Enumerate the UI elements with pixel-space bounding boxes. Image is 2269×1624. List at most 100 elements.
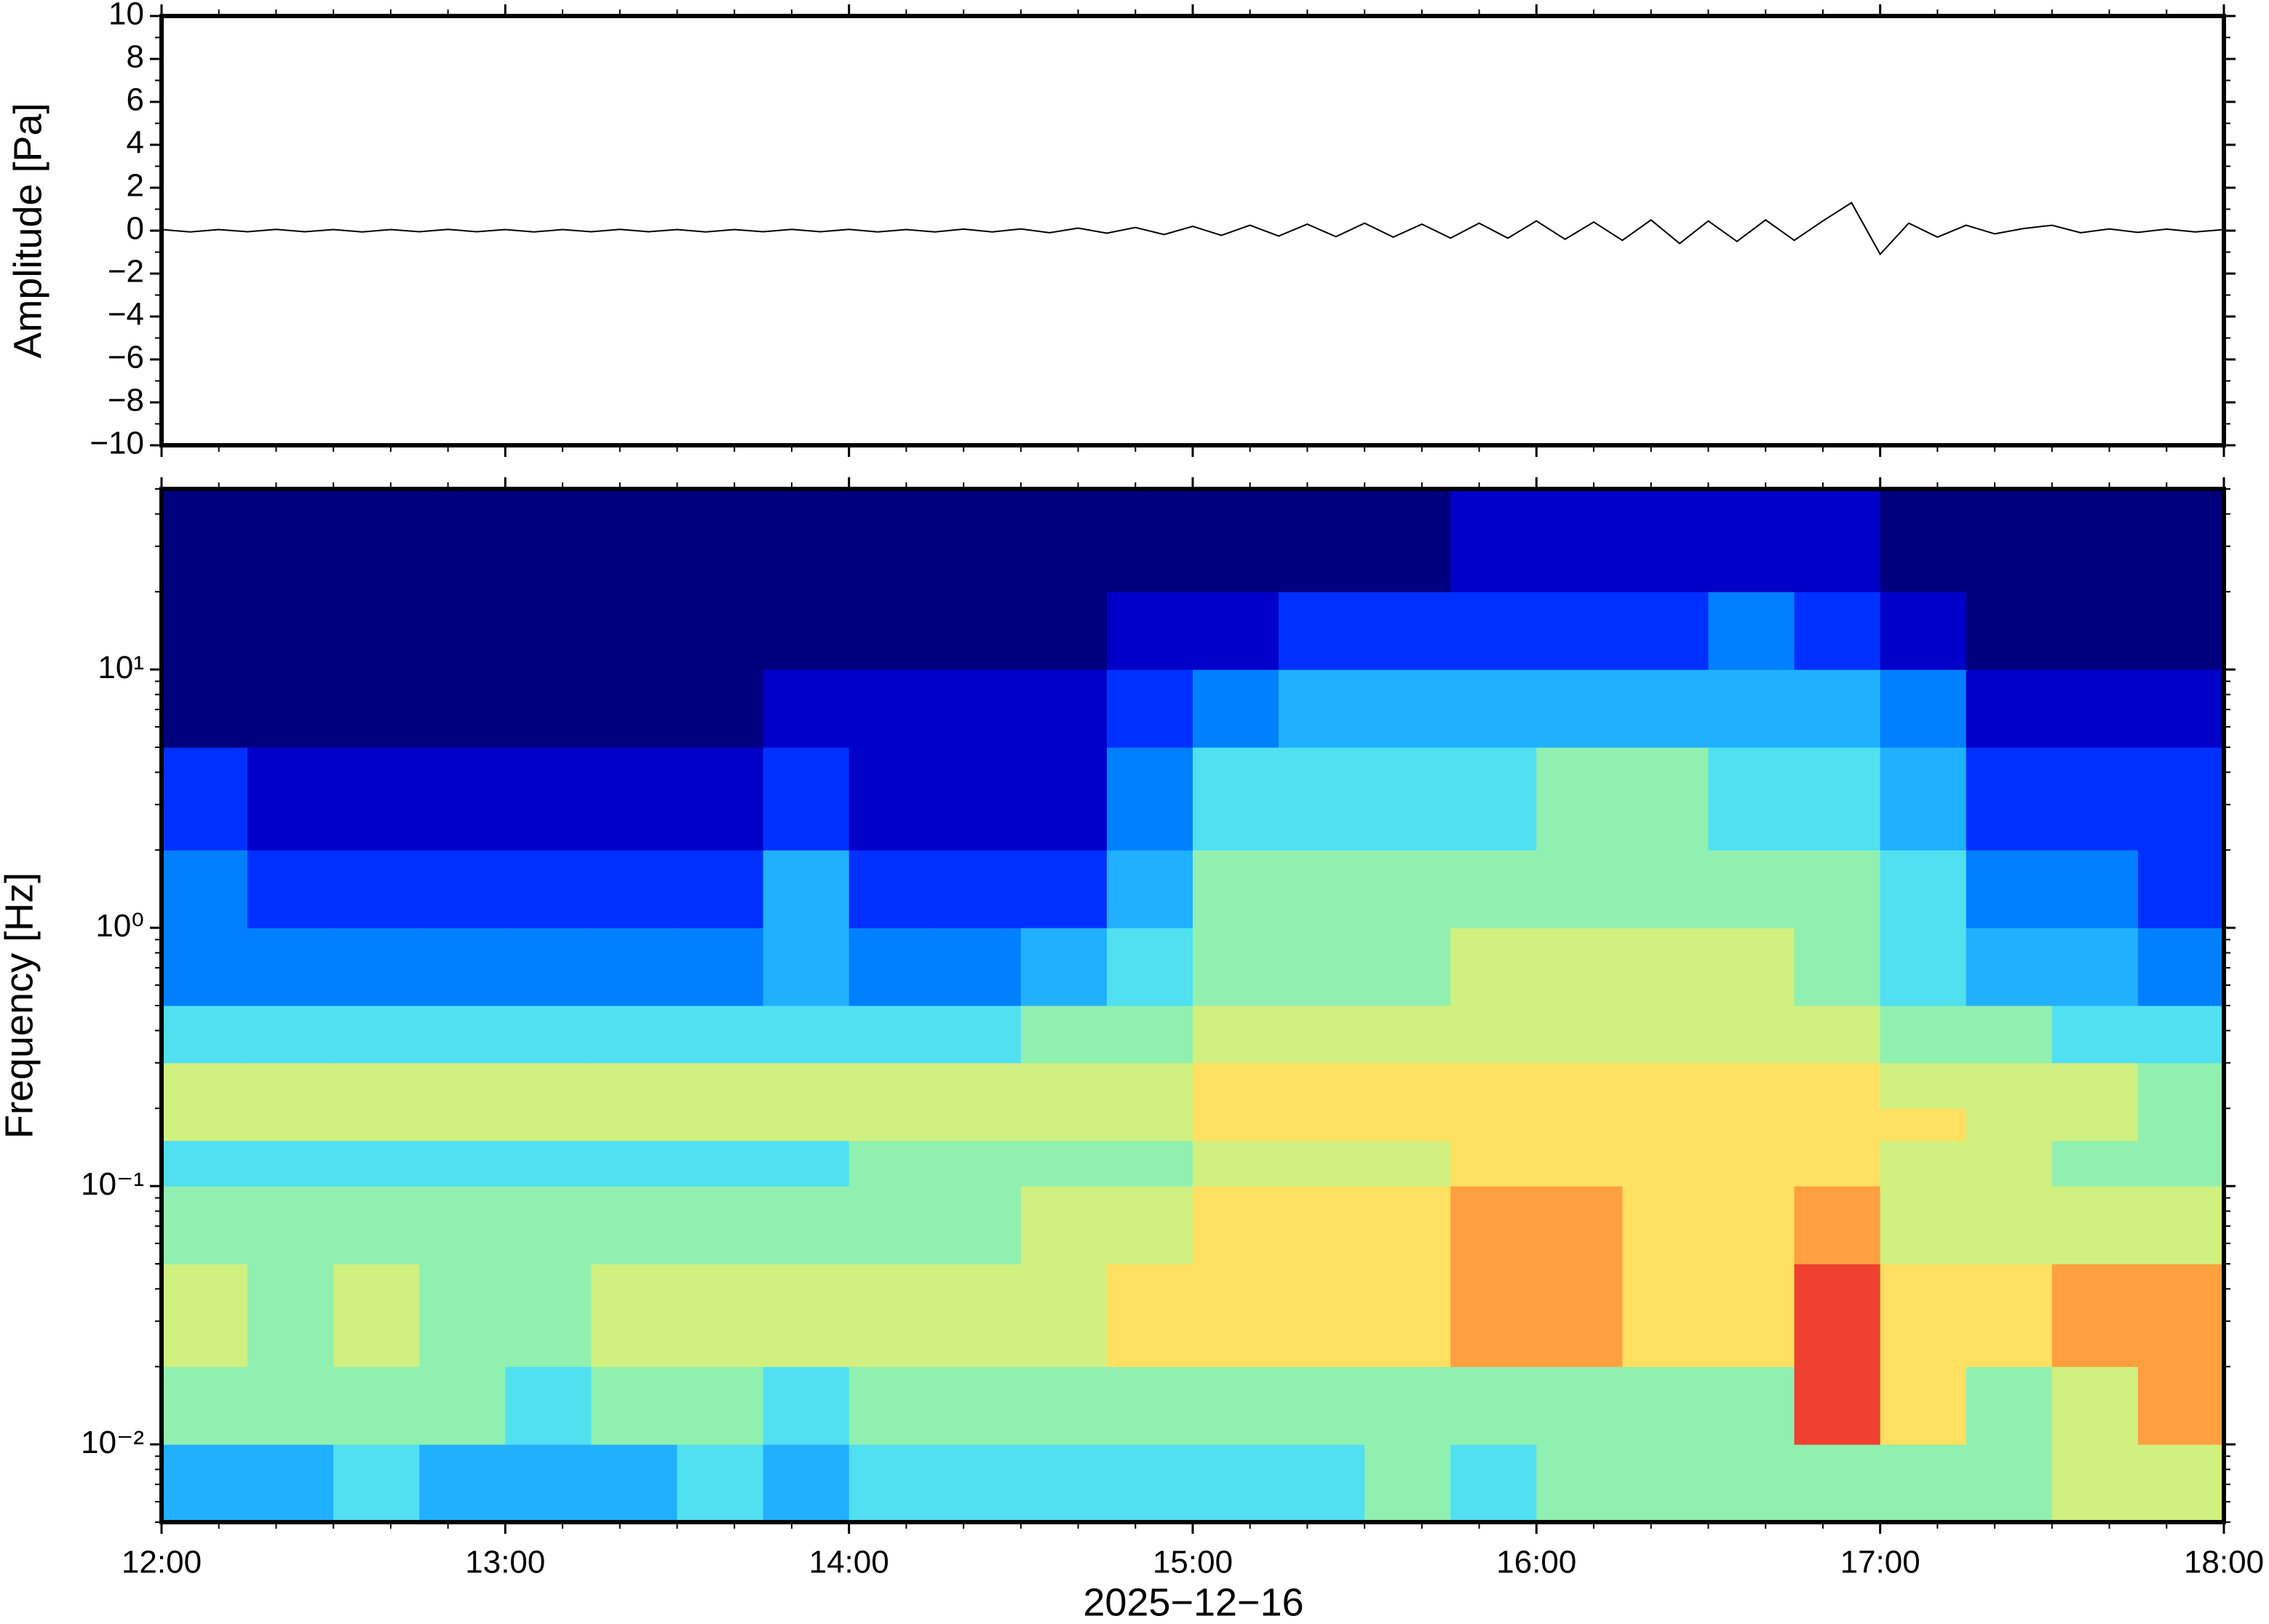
spectrogram-cell [419,592,506,670]
spectrogram-cell [1450,747,1537,851]
spectrogram-cell [1880,1444,1967,1523]
spectrogram-cell [1020,1062,1108,1109]
y-tick-label: −2 [108,254,144,290]
spectrogram-cell [1450,1140,1537,1187]
spectrogram-cell [1279,1444,1365,1523]
spectrogram-cell [763,1006,850,1064]
spectrogram-cell [1106,1264,1193,1367]
spectrogram-cell [1364,1366,1451,1445]
spectrogram-cell [763,1108,850,1142]
spectrogram-cell [1450,1108,1537,1142]
spectrogram-cell [1450,850,1537,928]
spectrogram-cell [419,928,506,1006]
spectrogram-cell [1193,1140,1279,1187]
spectrogram-cell [1708,1186,1795,1265]
spectrogram-cell [1794,1062,1881,1109]
spectrogram-cell [162,1140,248,1187]
spectrogram-cell [1279,747,1365,851]
spectrogram-cell [1193,850,1279,928]
spectrogram-cell [247,1108,334,1142]
spectrogram-cell [333,1140,420,1187]
spectrogram-cell [2137,1264,2225,1367]
spectrogram-cell [162,669,248,748]
spectrogram-cell [1279,1140,1365,1187]
spectrogram-cell [934,747,1022,851]
spectrogram-cell [934,1140,1022,1187]
spectrogram-cell [247,1006,334,1064]
spectrogram-cell [2051,1444,2139,1523]
spectrogram-cell [1279,1186,1365,1265]
spectrogram-cell [1966,489,2053,592]
spectrogram-cell [763,669,850,748]
y-tick-label: 2 [127,168,144,204]
spectrogram-cell [677,928,764,1006]
spectrogram-cell [1708,928,1795,1006]
y-tick-label: −4 [108,297,144,333]
spectrogram-cell [591,1108,677,1142]
spectrogram-cell [1708,1366,1795,1445]
spectrogram-cell [849,489,936,592]
spectrogram-cell [2051,1186,2139,1265]
spectrogram-cell [1193,1444,1279,1523]
spectrogram-cell [1880,1140,1967,1187]
spectrogram-cell [2051,489,2139,592]
spectrogram-cell [763,928,850,1006]
spectrogram-cell [1450,1062,1537,1109]
spectrogram-cell [591,1062,677,1109]
spectrogram-cell [763,747,850,851]
spectrogram-cell [849,1366,936,1445]
spectrogram-cell [591,489,677,592]
spectrogram-cell [333,928,420,1006]
spectrogram-cell [1193,1062,1279,1109]
spectrogram-cell [1622,1062,1709,1109]
spectrogram-cell [1536,928,1623,1006]
spectrogram-cell [1279,850,1365,928]
spectrogram-cell [505,1444,592,1523]
spectrogram-cell [2137,489,2225,592]
spectrogram-cell [1279,489,1365,592]
spectrogram-cell [1020,1366,1108,1445]
spectrogram-cell [1794,1006,1881,1064]
spectrogram-cell [1279,1264,1365,1367]
spectrogram-cell [591,1264,677,1367]
spectrogram-cell [1364,669,1451,748]
spectrogram-cell [934,850,1022,928]
spectrogram-cell [1966,1062,2053,1109]
spectrogram-cell [419,1186,506,1265]
y-axis-label: Amplitude [Pa] [6,103,49,358]
spectrogram-cell [1966,1444,2053,1523]
spectrogram-cell [162,1444,248,1523]
spectrogram-cell [1450,1186,1537,1265]
spectrogram-cell [849,1108,936,1142]
spectrogram-cell [1193,1366,1279,1445]
spectrogram-cell [677,1006,764,1064]
spectrogram-cell [162,1264,248,1367]
spectrogram-cell [505,1062,592,1109]
spectrogram-cell [505,1006,592,1064]
y-tick-label: 8 [127,39,144,75]
spectrogram-cell [1364,928,1451,1006]
spectrogram-cell [1708,1264,1795,1367]
spectrogram-cell [1020,669,1108,748]
spectrogram-cell [2051,850,2139,928]
spectrogram-cell [1450,1366,1537,1445]
spectrogram-cell [591,1006,677,1064]
spectrogram-cell [1106,928,1193,1006]
spectrogram-cell [419,669,506,748]
spectrogram-cell [1106,1140,1193,1187]
y-tick-label: 10¹ [98,650,144,685]
spectrogram-cell [849,1062,936,1109]
spectrogram-cell [333,669,420,748]
spectrogram-cell [1450,489,1537,592]
spectrogram-cell [1622,1108,1709,1142]
spectrogram-cell [162,850,248,928]
spectrogram-cell [677,489,764,592]
spectrogram-cell [2137,1062,2225,1109]
spectrogram-cell [505,669,592,748]
spectrogram-cell [2051,1062,2139,1109]
spectrogram-cell [1622,1444,1709,1523]
spectrogram-cell [763,592,850,670]
spectrogram-cell [1193,1108,1279,1142]
spectrogram-cell [1536,1186,1623,1265]
spectrogram-cell [1794,1108,1881,1142]
